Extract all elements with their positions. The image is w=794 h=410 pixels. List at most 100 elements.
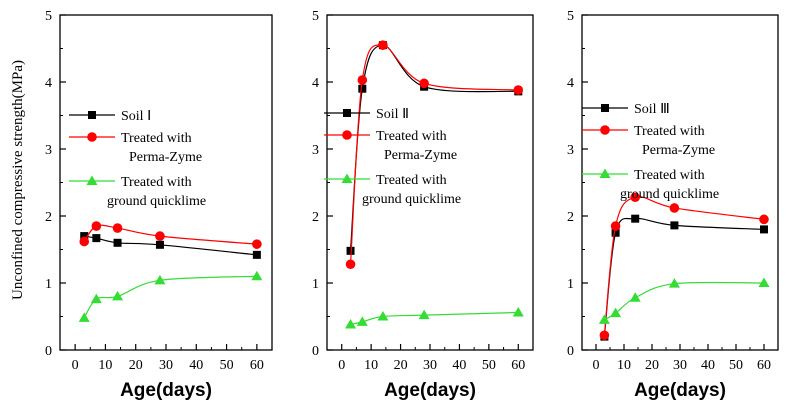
legend-marker	[342, 130, 352, 140]
data-point	[346, 246, 355, 255]
data-point	[598, 314, 610, 324]
data-point	[112, 223, 123, 233]
x-tick-label: 50	[729, 358, 743, 373]
legend-label: Soil Ⅱ	[376, 107, 409, 122]
x-axis-label: Age(days)	[120, 380, 212, 401]
data-point	[79, 236, 90, 247]
data-point	[112, 290, 124, 301]
series-line	[83, 275, 257, 319]
data-point	[378, 40, 388, 50]
y-tick-label: 2	[567, 210, 574, 225]
data-point	[358, 84, 367, 93]
legend-label: Soil Ⅲ	[634, 102, 670, 117]
legend-label: Treated with	[121, 175, 192, 190]
data-point	[345, 259, 356, 270]
legend-label: Treated with	[634, 168, 705, 183]
x-tick-label: 20	[129, 358, 143, 373]
data-point	[669, 203, 680, 213]
x-tick-label: 0	[72, 358, 79, 373]
y-tick-label: 0	[312, 344, 319, 359]
legend-label: Perma-Zyme	[642, 143, 715, 158]
legend-label: ground quicklime	[362, 192, 461, 207]
legend-marker	[599, 168, 611, 178]
legend-label: Treated with	[634, 124, 705, 139]
y-tick-label: 3	[567, 143, 574, 158]
data-point	[631, 214, 640, 223]
series-line	[604, 281, 765, 321]
data-point	[513, 85, 524, 95]
legend-marker	[601, 104, 609, 112]
y-tick-label: 4	[567, 76, 574, 91]
data-point	[80, 232, 89, 241]
data-point	[252, 239, 262, 249]
legend-label: Soil Ⅰ	[121, 109, 151, 124]
legend: Soil Ⅰ Treated with Perma-Zyme Treated with…	[69, 109, 206, 209]
y-tick-label: 0	[567, 344, 574, 359]
legend: Soil Ⅱ Treated with Perma-Zyme Treated with…	[324, 107, 461, 207]
data-point	[599, 330, 610, 341]
legend-marker	[600, 125, 610, 135]
y-tick-label: 5	[45, 9, 52, 24]
x-tick-label: 20	[394, 358, 408, 373]
y-tick-label: 2	[45, 210, 52, 225]
data-point	[670, 221, 679, 230]
x-tick-label: 50	[220, 358, 234, 373]
data-point	[91, 221, 102, 231]
data-point	[610, 221, 621, 231]
legend-label: Perma-Zyme	[129, 150, 202, 165]
legend-label: Perma-Zyme	[384, 148, 457, 163]
data-point	[418, 309, 430, 320]
series-line	[350, 311, 519, 326]
x-axis-label: Age(days)	[634, 380, 726, 401]
legend-label: ground quicklime	[620, 187, 719, 202]
data-point	[155, 240, 164, 249]
data-point	[419, 78, 429, 89]
data-point	[629, 292, 641, 302]
y-tick-label: 1	[312, 277, 319, 292]
legend-marker	[341, 173, 353, 183]
data-point	[377, 311, 389, 321]
data-point	[92, 234, 101, 243]
y-tick-label: 4	[312, 76, 319, 91]
x-tick-label: 60	[757, 358, 771, 373]
data-point	[251, 270, 263, 281]
data-point	[90, 293, 102, 304]
y-tick-label: 1	[567, 277, 574, 292]
data-point	[252, 250, 261, 259]
x-tick-label: 30	[159, 358, 173, 373]
x-tick-label: 60	[250, 358, 264, 373]
x-tick-label: 10	[364, 358, 378, 373]
data-point	[113, 238, 122, 247]
data-point	[357, 75, 368, 85]
x-tick-label: 40	[452, 358, 466, 373]
x-tick-label: 40	[701, 358, 715, 373]
x-tick-label: 20	[645, 358, 659, 373]
legend-marker	[87, 132, 97, 142]
series-line	[603, 217, 765, 337]
y-tick-label: 2	[312, 210, 319, 225]
data-point	[78, 312, 90, 322]
legend-label: Treated with	[376, 173, 447, 188]
x-tick-label: 30	[423, 358, 437, 373]
data-point	[610, 307, 622, 318]
series-line	[84, 235, 257, 256]
y-tick-label: 4	[45, 76, 52, 91]
y-axis-label: Unconfined compressive strength(MPa)	[10, 60, 26, 300]
x-tick-label: 50	[482, 358, 496, 373]
data-point	[345, 319, 357, 329]
data-point	[356, 316, 368, 326]
x-tick-label: 10	[98, 358, 112, 373]
x-tick-label: 40	[189, 358, 203, 373]
y-tick-label: 3	[45, 143, 52, 158]
data-point	[155, 231, 165, 241]
y-tick-label: 5	[567, 9, 574, 24]
data-point	[760, 225, 768, 234]
legend-label: Treated with	[121, 131, 192, 146]
x-tick-label: 0	[338, 358, 345, 373]
x-axis-label: Age(days)	[384, 380, 476, 401]
data-point	[611, 228, 620, 237]
x-tick-label: 30	[673, 358, 687, 373]
